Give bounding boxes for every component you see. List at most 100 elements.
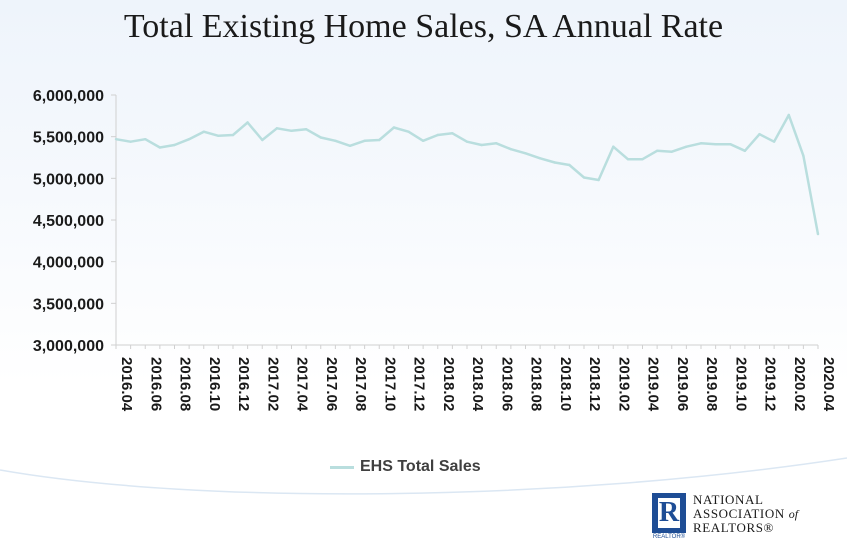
data-point [626,157,630,161]
data-point [290,129,293,133]
x-tick-label: 2019.04 [645,357,662,412]
y-tick-label: 3,500,000 [33,296,104,313]
y-tick-label: 4,000,000 [33,255,104,272]
legend: EHS Total Sales [330,458,481,476]
realtor-r-icon: R [652,493,686,533]
x-tick-label: 2017.04 [294,357,311,412]
x-tick-label: 2017.02 [264,357,281,411]
data-point [144,137,147,141]
x-tick-label: 2018.12 [586,357,603,411]
x-tick-label: 2016.10 [206,357,223,411]
x-tick-label: 2018.02 [440,357,457,411]
data-point [670,150,673,153]
data-point [641,157,644,161]
x-tick-label: 2018.06 [498,357,515,411]
data-point [758,132,761,136]
data-point [378,138,381,142]
data-point [231,133,235,137]
y-tick-label: 3,000,000 [33,338,104,355]
data-point [816,232,820,236]
data-point [743,149,747,153]
data-point [538,157,542,160]
data-point [407,130,410,133]
data-point [451,132,454,135]
x-tick-label: 2018.10 [557,357,574,411]
logo-of: of [788,506,799,521]
y-tick-label: 6,000,000 [33,88,104,105]
x-tick-label: 2016.12 [235,357,252,411]
data-point [729,142,732,146]
data-point [509,147,513,151]
x-tick-label: 2018.08 [528,357,545,411]
data-point [699,142,703,145]
x-tick-label: 2020.04 [820,357,837,412]
data-point [421,139,425,143]
x-tick-label: 2017.12 [411,357,428,411]
x-tick-label: 2016.06 [147,357,164,411]
x-tick-label: 2017.06 [323,357,340,411]
realtor-mark-label: REALTOR® [652,534,686,540]
x-tick-label: 2019.12 [762,357,779,411]
data-point [568,163,571,167]
data-point [436,133,439,137]
data-point [114,137,118,141]
data-point [217,134,220,138]
data-point [246,121,249,124]
data-point [187,137,191,141]
data-point [802,154,805,158]
nar-logo: R REALTOR® NATIONAL ASSOCIATION of REALT… [652,493,842,545]
logo-line-3: REALTORS® [693,520,775,535]
x-tick-label: 2019.10 [732,357,749,411]
data-point [597,178,600,182]
data-point [772,140,776,143]
x-tick-label: 2016.04 [118,357,135,412]
data-point [348,144,352,148]
data-point [158,146,162,149]
chart-title: Total Existing Home Sales, SA Annual Rat… [123,8,724,45]
data-point [304,127,308,131]
data-point [714,142,717,146]
x-tick-label: 2016.08 [177,357,194,411]
logo-line-1: NATIONAL [693,492,764,507]
x-tick-label: 2017.08 [352,357,369,411]
y-tick-label: 5,500,000 [33,130,104,147]
series-line [115,113,820,235]
data-point [582,176,586,179]
x-tick-label: 2017.10 [381,357,398,411]
data-point [655,149,659,153]
y-tick-label: 4,500,000 [33,213,104,230]
x-axis: 2016.04 2016.06 2016.08 2016.10 2016.12 2017.… [115,344,837,412]
x-tick-label: 2018.04 [469,357,486,412]
data-point [553,161,556,164]
x-tick-label: 2019.02 [615,357,632,411]
logo-line-2: ASSOCIATION of [693,505,799,522]
data-point [392,126,396,129]
x-tick-label: 2019.08 [703,357,720,411]
data-point [685,145,688,148]
legend-swatch [330,465,354,469]
legend-label: EHS Total Sales [360,458,481,475]
data-point [787,113,790,117]
logo-text: NATIONAL ASSOCIATION of REALTORS® [693,493,798,535]
data-point [173,143,176,147]
data-point [334,139,337,143]
series-group [114,113,820,236]
y-axis: 3,000,000 3,500,000 4,000,000 4,500,000 5,00… [33,88,117,355]
x-tick-label: 2019.06 [674,357,691,411]
data-point [495,142,498,145]
data-point [480,143,483,147]
realtor-r-letter: R [658,497,680,528]
logo-line-2-text: ASSOCIATION [693,505,785,521]
data-point [261,138,264,142]
data-point [465,140,469,143]
data-point [319,136,322,139]
data-point [202,130,205,133]
data-point [129,140,132,143]
data-point [363,139,366,143]
data-point [275,127,279,130]
y-tick-label: 5,000,000 [33,171,104,188]
data-point [524,152,527,155]
x-tick-label: 2020.02 [791,357,808,411]
